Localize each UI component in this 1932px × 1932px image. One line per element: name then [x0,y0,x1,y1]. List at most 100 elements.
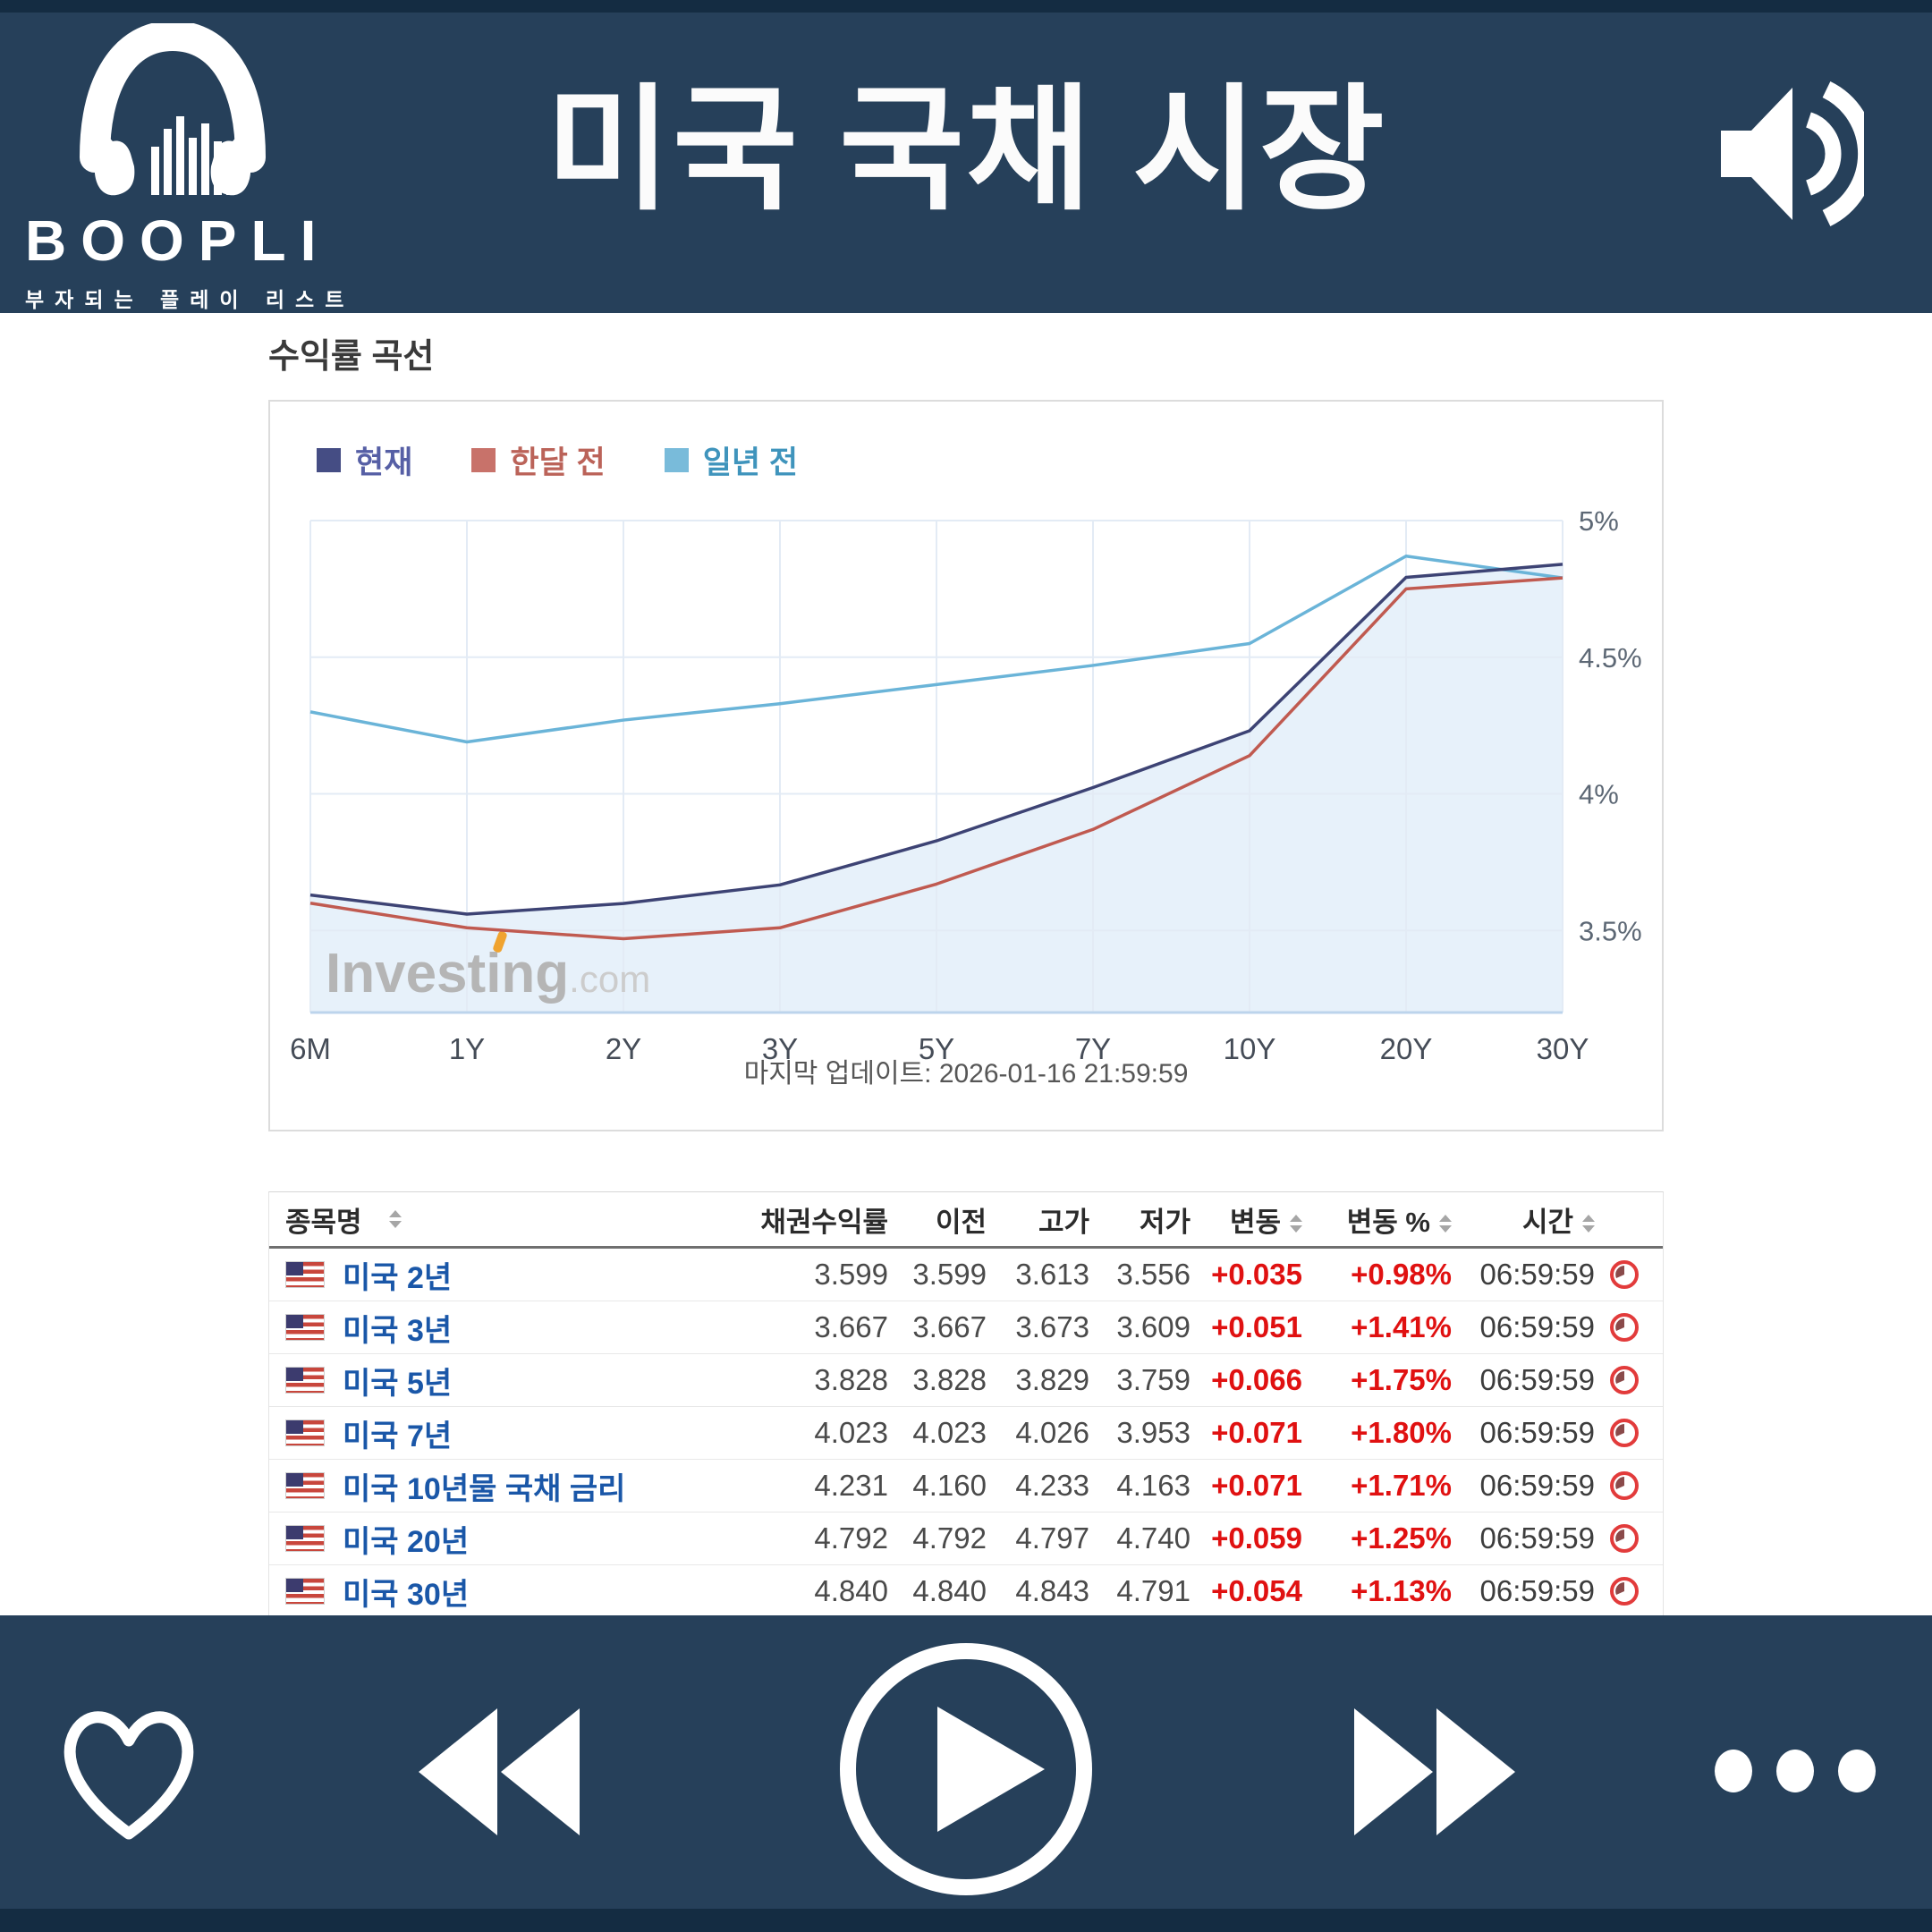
bond-name-cell: 미국 10년물 국채 금리 [269,1464,625,1508]
yield-cell: 4.231 [814,1469,888,1502]
col-header-prev[interactable]: 이전 [935,1206,987,1238]
bond-link[interactable]: 미국 3년 [343,1313,453,1348]
clock-icon [1610,1471,1639,1500]
time-cell: 06:59:59 [1479,1521,1595,1555]
bond-link[interactable]: 미국 5년 [343,1366,453,1401]
col-header-change-pct[interactable]: 변동 % [1306,1199,1455,1240]
chart-legend: 현재 한달 전 일년 전 [317,437,798,483]
bond-link[interactable]: 미국 7년 [343,1419,453,1453]
low-cell: 3.556 [1116,1258,1191,1291]
change-pct-cell: +1.13% [1351,1574,1452,1607]
yield-cell: 4.792 [814,1521,888,1555]
heart-icon[interactable] [52,1701,206,1844]
table-row: 미국 30년 4.840 4.840 4.843 4.791 +0.054 +1.13% 06… [269,1565,1663,1617]
col-header-yield[interactable]: 채권수익률 [760,1206,888,1238]
x-tick-label: 30Y [1537,1032,1589,1065]
sort-icon [1290,1215,1302,1233]
us-flag-icon [285,1314,325,1341]
volume-icon[interactable] [1719,77,1864,231]
low-cell: 4.791 [1116,1574,1191,1607]
prev-cell: 3.828 [912,1363,987,1396]
bond-yield-table: 종목명 채권수익률 이전 고가 저가 변동 변동 % 시간 미국 2년 3.599… [268,1191,1664,1618]
x-tick-label: 1Y [449,1032,485,1065]
app-header: BOOPLI 부자되는 플레이 리스트 미국 국채 시장 [0,13,1932,313]
y-tick-label: 5% [1579,505,1619,537]
play-icon[interactable] [832,1635,1100,1903]
headphones-icon [80,23,266,196]
legend-item-2[interactable]: 일년 전 [664,437,799,483]
clock-icon [1610,1260,1639,1289]
change-pct-cell: +0.98% [1351,1258,1452,1291]
bond-link[interactable]: 미국 10년물 국채 금리 [343,1471,626,1506]
table-row: 미국 20년 4.792 4.792 4.797 4.740 +0.059 +1.25% 06… [269,1513,1663,1565]
sort-icon [1582,1215,1595,1233]
section-heading: 수익률 곡선 [268,338,435,376]
high-cell: 4.026 [1015,1416,1089,1449]
table-row: 미국 7년 4.023 4.023 4.026 3.953 +0.071 +1.80% 06:… [269,1407,1663,1460]
time-cell: 06:59:59 [1479,1258,1595,1291]
change-cell: +0.035 [1211,1258,1302,1291]
change-pct-cell: +1.80% [1351,1416,1452,1449]
sort-icon [1439,1215,1452,1233]
x-tick-label: 10Y [1224,1032,1276,1065]
clock-icon [1610,1366,1639,1394]
clock-cell [1598,1365,1650,1395]
x-tick-label: 6M [290,1032,331,1065]
bond-name-cell: 미국 7년 [269,1411,614,1455]
yield-cell: 4.840 [814,1574,888,1607]
x-tick-label: 2Y [606,1032,641,1065]
brand-subtitle: 부자되는 플레이 리스트 [25,288,355,311]
col-header-low[interactable]: 저가 [1139,1206,1191,1238]
high-cell: 3.829 [1015,1363,1089,1396]
high-cell: 3.673 [1015,1310,1089,1343]
sort-icon [388,1210,402,1228]
bond-link[interactable]: 미국 2년 [343,1260,453,1295]
more-icon[interactable] [1709,1748,1881,1794]
change-cell: +0.066 [1211,1363,1302,1396]
clock-cell [1598,1470,1650,1501]
y-tick-label: 4.5% [1579,642,1642,674]
rewind-icon[interactable] [419,1708,580,1835]
clock-cell [1598,1523,1650,1554]
brand-logo-block: BOOPLI 부자되는 플레이 리스트 [25,23,355,313]
high-cell: 4.233 [1015,1469,1089,1502]
legend-swatch [664,448,689,472]
x-tick-label: 20Y [1380,1032,1433,1065]
yield-curve-chart-card: Investing.com 5% 4.5% 4% 3.5% 6M 1Y 2Y 3Y 5Y 7Y 10Y… [268,400,1664,1131]
legend-item-0[interactable]: 현재 [317,437,412,483]
bond-name-cell: 미국 20년 [269,1517,614,1561]
change-pct-cell: +1.41% [1351,1310,1452,1343]
fast-forward-icon[interactable] [1354,1708,1515,1835]
bond-name-cell: 미국 30년 [269,1570,614,1614]
col-header-change[interactable]: 변동 [1194,1199,1306,1240]
bond-link[interactable]: 미국 30년 [343,1577,470,1612]
col-header-high[interactable]: 고가 [1038,1206,1089,1238]
legend-label: 한달 전 [510,445,606,480]
change-cell: +0.071 [1211,1469,1302,1502]
yield-cell: 3.828 [814,1363,888,1396]
table-row: 미국 3년 3.667 3.667 3.673 3.609 +0.051 +1.41% 06:… [269,1301,1663,1354]
prev-cell: 3.599 [912,1258,987,1291]
clock-cell [1598,1418,1650,1448]
brand-name: BOOPLI [25,208,331,273]
legend-item-1[interactable]: 한달 전 [471,437,606,483]
legend-label: 일년 전 [702,445,799,480]
table-row: 미국 2년 3.599 3.599 3.613 3.556 +0.035 +0.98% 06:… [269,1249,1663,1301]
col-header-time[interactable]: 시간 [1455,1199,1598,1240]
yield-cell: 3.667 [814,1310,888,1343]
change-cell: +0.071 [1211,1416,1302,1449]
y-tick-label: 4% [1579,779,1619,810]
change-cell: +0.059 [1211,1521,1302,1555]
bond-link[interactable]: 미국 20년 [343,1524,470,1559]
change-pct-cell: +1.71% [1351,1469,1452,1502]
prev-cell: 4.792 [912,1521,987,1555]
col-header-name[interactable]: 종목명 [269,1199,614,1240]
x-tick-label: 3Y [762,1032,798,1065]
clock-icon [1610,1419,1639,1447]
bond-name-cell: 미국 3년 [269,1306,614,1350]
yield-cell: 4.023 [814,1416,888,1449]
change-cell: +0.054 [1211,1574,1302,1607]
high-cell: 4.843 [1015,1574,1089,1607]
table-row: 미국 10년물 국채 금리 4.231 4.160 4.233 4.163 +0.071 +… [269,1460,1663,1513]
time-cell: 06:59:59 [1479,1310,1595,1343]
